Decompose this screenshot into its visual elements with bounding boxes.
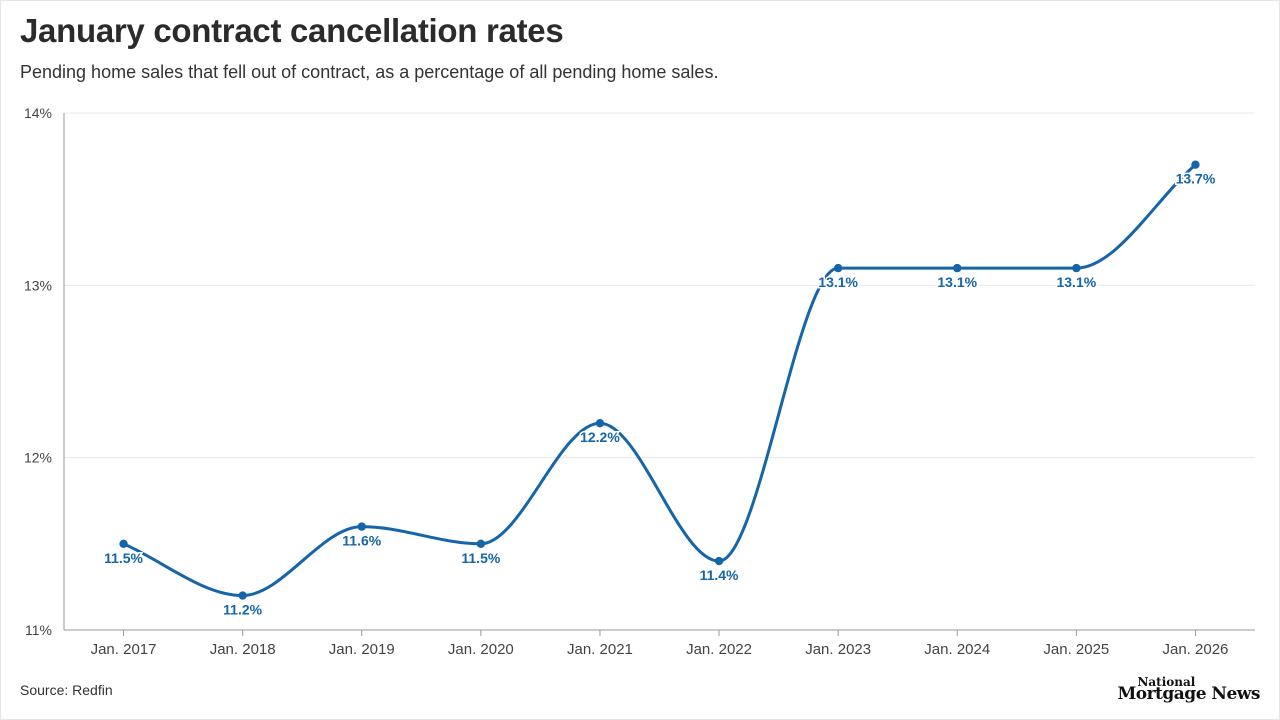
logo-line-2: Mortgage News: [1117, 684, 1260, 704]
data-label: 11.5%: [104, 550, 143, 566]
data-point: [953, 263, 962, 273]
source-note: Source: Redfin: [20, 682, 113, 698]
y-tick-label: 13%: [24, 277, 52, 293]
data-label: 12.2%: [580, 429, 620, 445]
data-point: [119, 539, 128, 549]
x-tick-label: Jan. 2022: [686, 641, 752, 658]
data-label: 11.5%: [461, 550, 500, 566]
x-tick-label: Jan. 2019: [329, 641, 395, 658]
national-mortgage-news-logo: National Mortgage News: [1117, 676, 1260, 703]
y-tick-label: 14%: [24, 105, 52, 121]
data-point: [476, 539, 486, 549]
data-label: 13.7%: [1176, 171, 1216, 187]
data-point: [833, 263, 843, 273]
data-label: 11.4%: [700, 567, 739, 583]
data-point: [714, 556, 724, 566]
chart-title: January contract cancellation rates: [20, 12, 564, 49]
data-point: [357, 522, 366, 531]
data-label: 13.1%: [937, 274, 977, 290]
x-tick-label: Jan. 2018: [210, 641, 276, 658]
series-line: [122, 163, 1197, 598]
chart-subtitle: Pending home sales that fell out of cont…: [20, 62, 719, 82]
data-label: 11.6%: [342, 533, 381, 549]
x-tick-label: Jan. 2017: [91, 641, 157, 658]
x-tick-label: Jan. 2024: [924, 641, 990, 658]
data-label: 13.1%: [818, 274, 858, 290]
data-point: [238, 591, 247, 600]
x-tick-label: Jan. 2021: [567, 641, 633, 658]
x-tick-label: Jan. 2025: [1043, 641, 1109, 658]
y-tick-label: 12%: [24, 450, 52, 466]
data-point: [1072, 263, 1081, 273]
data-point: [1191, 160, 1200, 169]
x-tick-label: Jan. 2020: [448, 641, 514, 658]
x-tick-label: Jan. 2026: [1163, 641, 1229, 658]
logo-line-1: National: [1137, 675, 1196, 689]
x-tick-label: Jan. 2023: [805, 641, 871, 658]
data-point: [595, 419, 605, 428]
data-label: 13.1%: [1056, 274, 1096, 290]
data-label: 11.2%: [223, 602, 262, 618]
y-tick-label: 11%: [25, 622, 52, 638]
